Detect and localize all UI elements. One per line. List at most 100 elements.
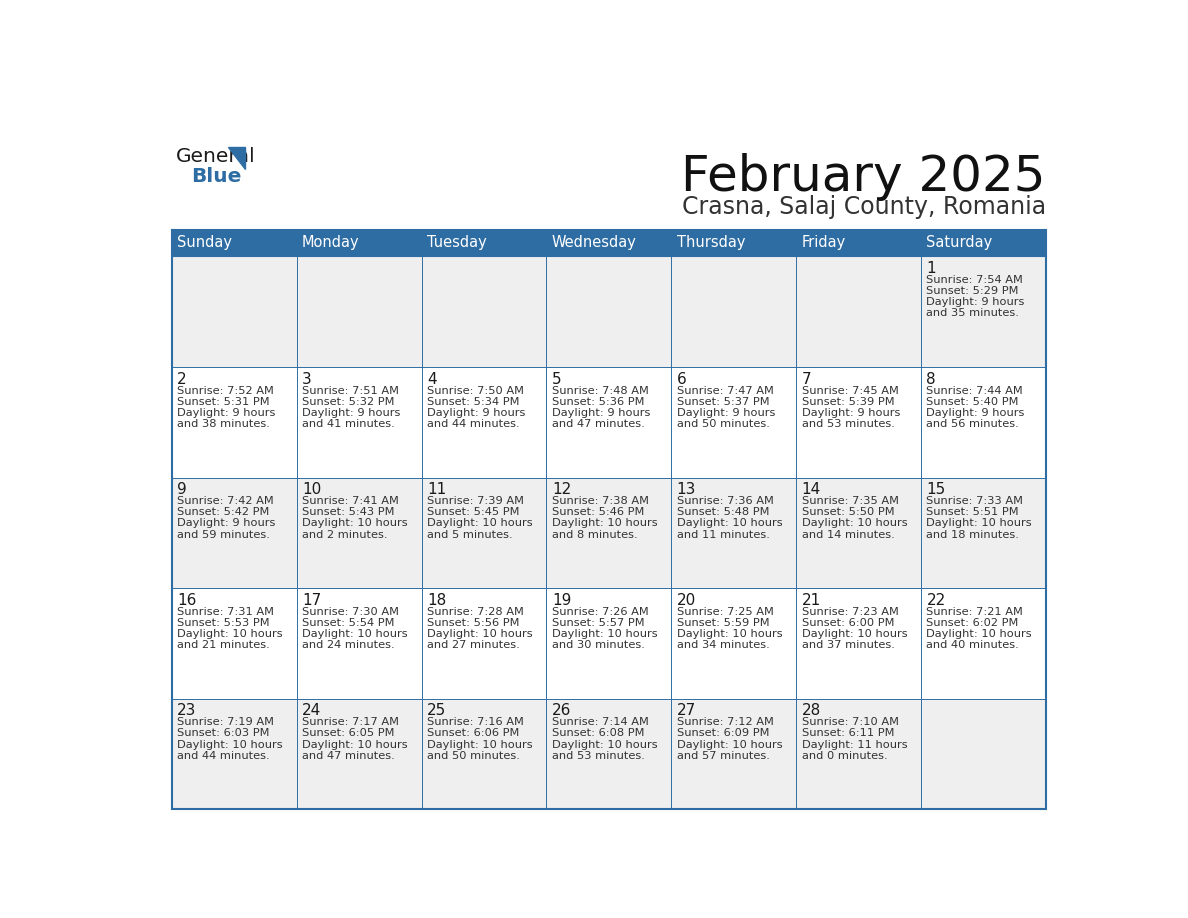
Text: 5: 5 [552,372,562,386]
Text: Daylight: 10 hours: Daylight: 10 hours [677,740,783,750]
Text: Sunday: Sunday [177,236,232,251]
Text: 23: 23 [177,703,196,719]
Text: Sunset: 5:48 PM: Sunset: 5:48 PM [677,508,769,517]
Bar [422,699,546,810]
Text: and 47 minutes.: and 47 minutes. [552,419,645,429]
Text: Sunset: 5:51 PM: Sunset: 5:51 PM [927,508,1019,517]
Text: Sunset: 5:40 PM: Sunset: 5:40 PM [927,397,1019,407]
Bar [546,230,671,256]
Text: and 21 minutes.: and 21 minutes. [177,640,270,650]
Text: 1: 1 [927,261,936,276]
Text: and 5 minutes.: and 5 minutes. [426,530,512,540]
Text: and 44 minutes.: and 44 minutes. [426,419,519,429]
Text: Sunrise: 7:14 AM: Sunrise: 7:14 AM [552,717,649,727]
Text: Blue: Blue [191,167,241,185]
Text: Sunrise: 7:41 AM: Sunrise: 7:41 AM [302,496,399,506]
Text: Sunrise: 7:26 AM: Sunrise: 7:26 AM [552,607,649,617]
Text: Sunset: 5:59 PM: Sunset: 5:59 PM [677,618,770,628]
Bar [297,699,422,810]
Bar [546,367,671,477]
Text: 2: 2 [177,372,187,386]
Text: 12: 12 [552,482,571,498]
Bar [796,230,921,256]
Text: Sunset: 5:42 PM: Sunset: 5:42 PM [177,508,270,517]
Text: Sunrise: 7:51 AM: Sunrise: 7:51 AM [302,386,399,396]
Bar [422,256,546,367]
Text: Wednesday: Wednesday [552,236,637,251]
Text: and 34 minutes.: and 34 minutes. [677,640,770,650]
Text: 17: 17 [302,593,321,608]
Text: Sunset: 6:11 PM: Sunset: 6:11 PM [802,728,895,738]
Text: Sunset: 5:43 PM: Sunset: 5:43 PM [302,508,394,517]
Bar [796,477,921,588]
Text: Crasna, Salaj County, Romania: Crasna, Salaj County, Romania [682,195,1045,218]
Text: and 14 minutes.: and 14 minutes. [802,530,895,540]
Text: 16: 16 [177,593,196,608]
Text: Sunrise: 7:23 AM: Sunrise: 7:23 AM [802,607,898,617]
Bar [796,367,921,477]
Text: Tuesday: Tuesday [426,236,487,251]
Text: Sunset: 6:06 PM: Sunset: 6:06 PM [426,728,519,738]
Text: and 38 minutes.: and 38 minutes. [177,419,270,429]
Text: and 57 minutes.: and 57 minutes. [677,751,770,761]
Text: General: General [176,147,255,165]
Text: Daylight: 10 hours: Daylight: 10 hours [426,519,532,529]
Text: Daylight: 9 hours: Daylight: 9 hours [177,519,276,529]
Text: Sunrise: 7:48 AM: Sunrise: 7:48 AM [552,386,649,396]
Bar [297,588,422,699]
Text: Daylight: 9 hours: Daylight: 9 hours [927,297,1025,308]
Text: 13: 13 [677,482,696,498]
Bar [172,699,297,810]
Text: 19: 19 [552,593,571,608]
Bar [546,588,671,699]
Text: 15: 15 [927,482,946,498]
Text: Sunrise: 7:47 AM: Sunrise: 7:47 AM [677,386,773,396]
Bar [172,477,297,588]
Text: and 35 minutes.: and 35 minutes. [927,308,1019,319]
Text: Sunset: 5:36 PM: Sunset: 5:36 PM [552,397,644,407]
Text: Daylight: 9 hours: Daylight: 9 hours [802,408,901,418]
Text: Daylight: 10 hours: Daylight: 10 hours [552,519,657,529]
Text: Sunset: 5:37 PM: Sunset: 5:37 PM [677,397,770,407]
Text: Sunrise: 7:10 AM: Sunrise: 7:10 AM [802,717,898,727]
Text: Sunrise: 7:16 AM: Sunrise: 7:16 AM [426,717,524,727]
Text: and 8 minutes.: and 8 minutes. [552,530,638,540]
Text: 25: 25 [426,703,447,719]
Text: Sunrise: 7:45 AM: Sunrise: 7:45 AM [802,386,898,396]
Text: Sunset: 5:32 PM: Sunset: 5:32 PM [302,397,394,407]
Text: and 50 minutes.: and 50 minutes. [426,751,520,761]
Bar [297,256,422,367]
Bar [546,477,671,588]
Text: 11: 11 [426,482,447,498]
Text: Sunrise: 7:52 AM: Sunrise: 7:52 AM [177,386,274,396]
Bar [921,699,1045,810]
Text: and 44 minutes.: and 44 minutes. [177,751,270,761]
Text: and 53 minutes.: and 53 minutes. [552,751,645,761]
Bar [671,477,796,588]
Text: Sunset: 6:03 PM: Sunset: 6:03 PM [177,728,270,738]
Text: Sunrise: 7:50 AM: Sunrise: 7:50 AM [426,386,524,396]
Text: Sunrise: 7:17 AM: Sunrise: 7:17 AM [302,717,399,727]
Text: 21: 21 [802,593,821,608]
Text: 6: 6 [677,372,687,386]
Text: Daylight: 10 hours: Daylight: 10 hours [426,629,532,639]
Text: Sunset: 5:39 PM: Sunset: 5:39 PM [802,397,895,407]
Text: 4: 4 [426,372,436,386]
Text: Sunrise: 7:33 AM: Sunrise: 7:33 AM [927,496,1024,506]
Text: Daylight: 10 hours: Daylight: 10 hours [177,629,283,639]
Bar [921,256,1045,367]
Text: Sunrise: 7:12 AM: Sunrise: 7:12 AM [677,717,773,727]
Text: Daylight: 9 hours: Daylight: 9 hours [552,408,650,418]
Bar [422,588,546,699]
Bar [921,230,1045,256]
Text: Sunset: 5:50 PM: Sunset: 5:50 PM [802,508,895,517]
Text: Daylight: 10 hours: Daylight: 10 hours [302,519,407,529]
Text: 3: 3 [302,372,311,386]
Bar [671,367,796,477]
Text: Sunset: 5:34 PM: Sunset: 5:34 PM [426,397,519,407]
Bar [422,477,546,588]
Text: 20: 20 [677,593,696,608]
Text: Daylight: 10 hours: Daylight: 10 hours [677,519,783,529]
Bar [172,367,297,477]
Text: Sunrise: 7:36 AM: Sunrise: 7:36 AM [677,496,773,506]
